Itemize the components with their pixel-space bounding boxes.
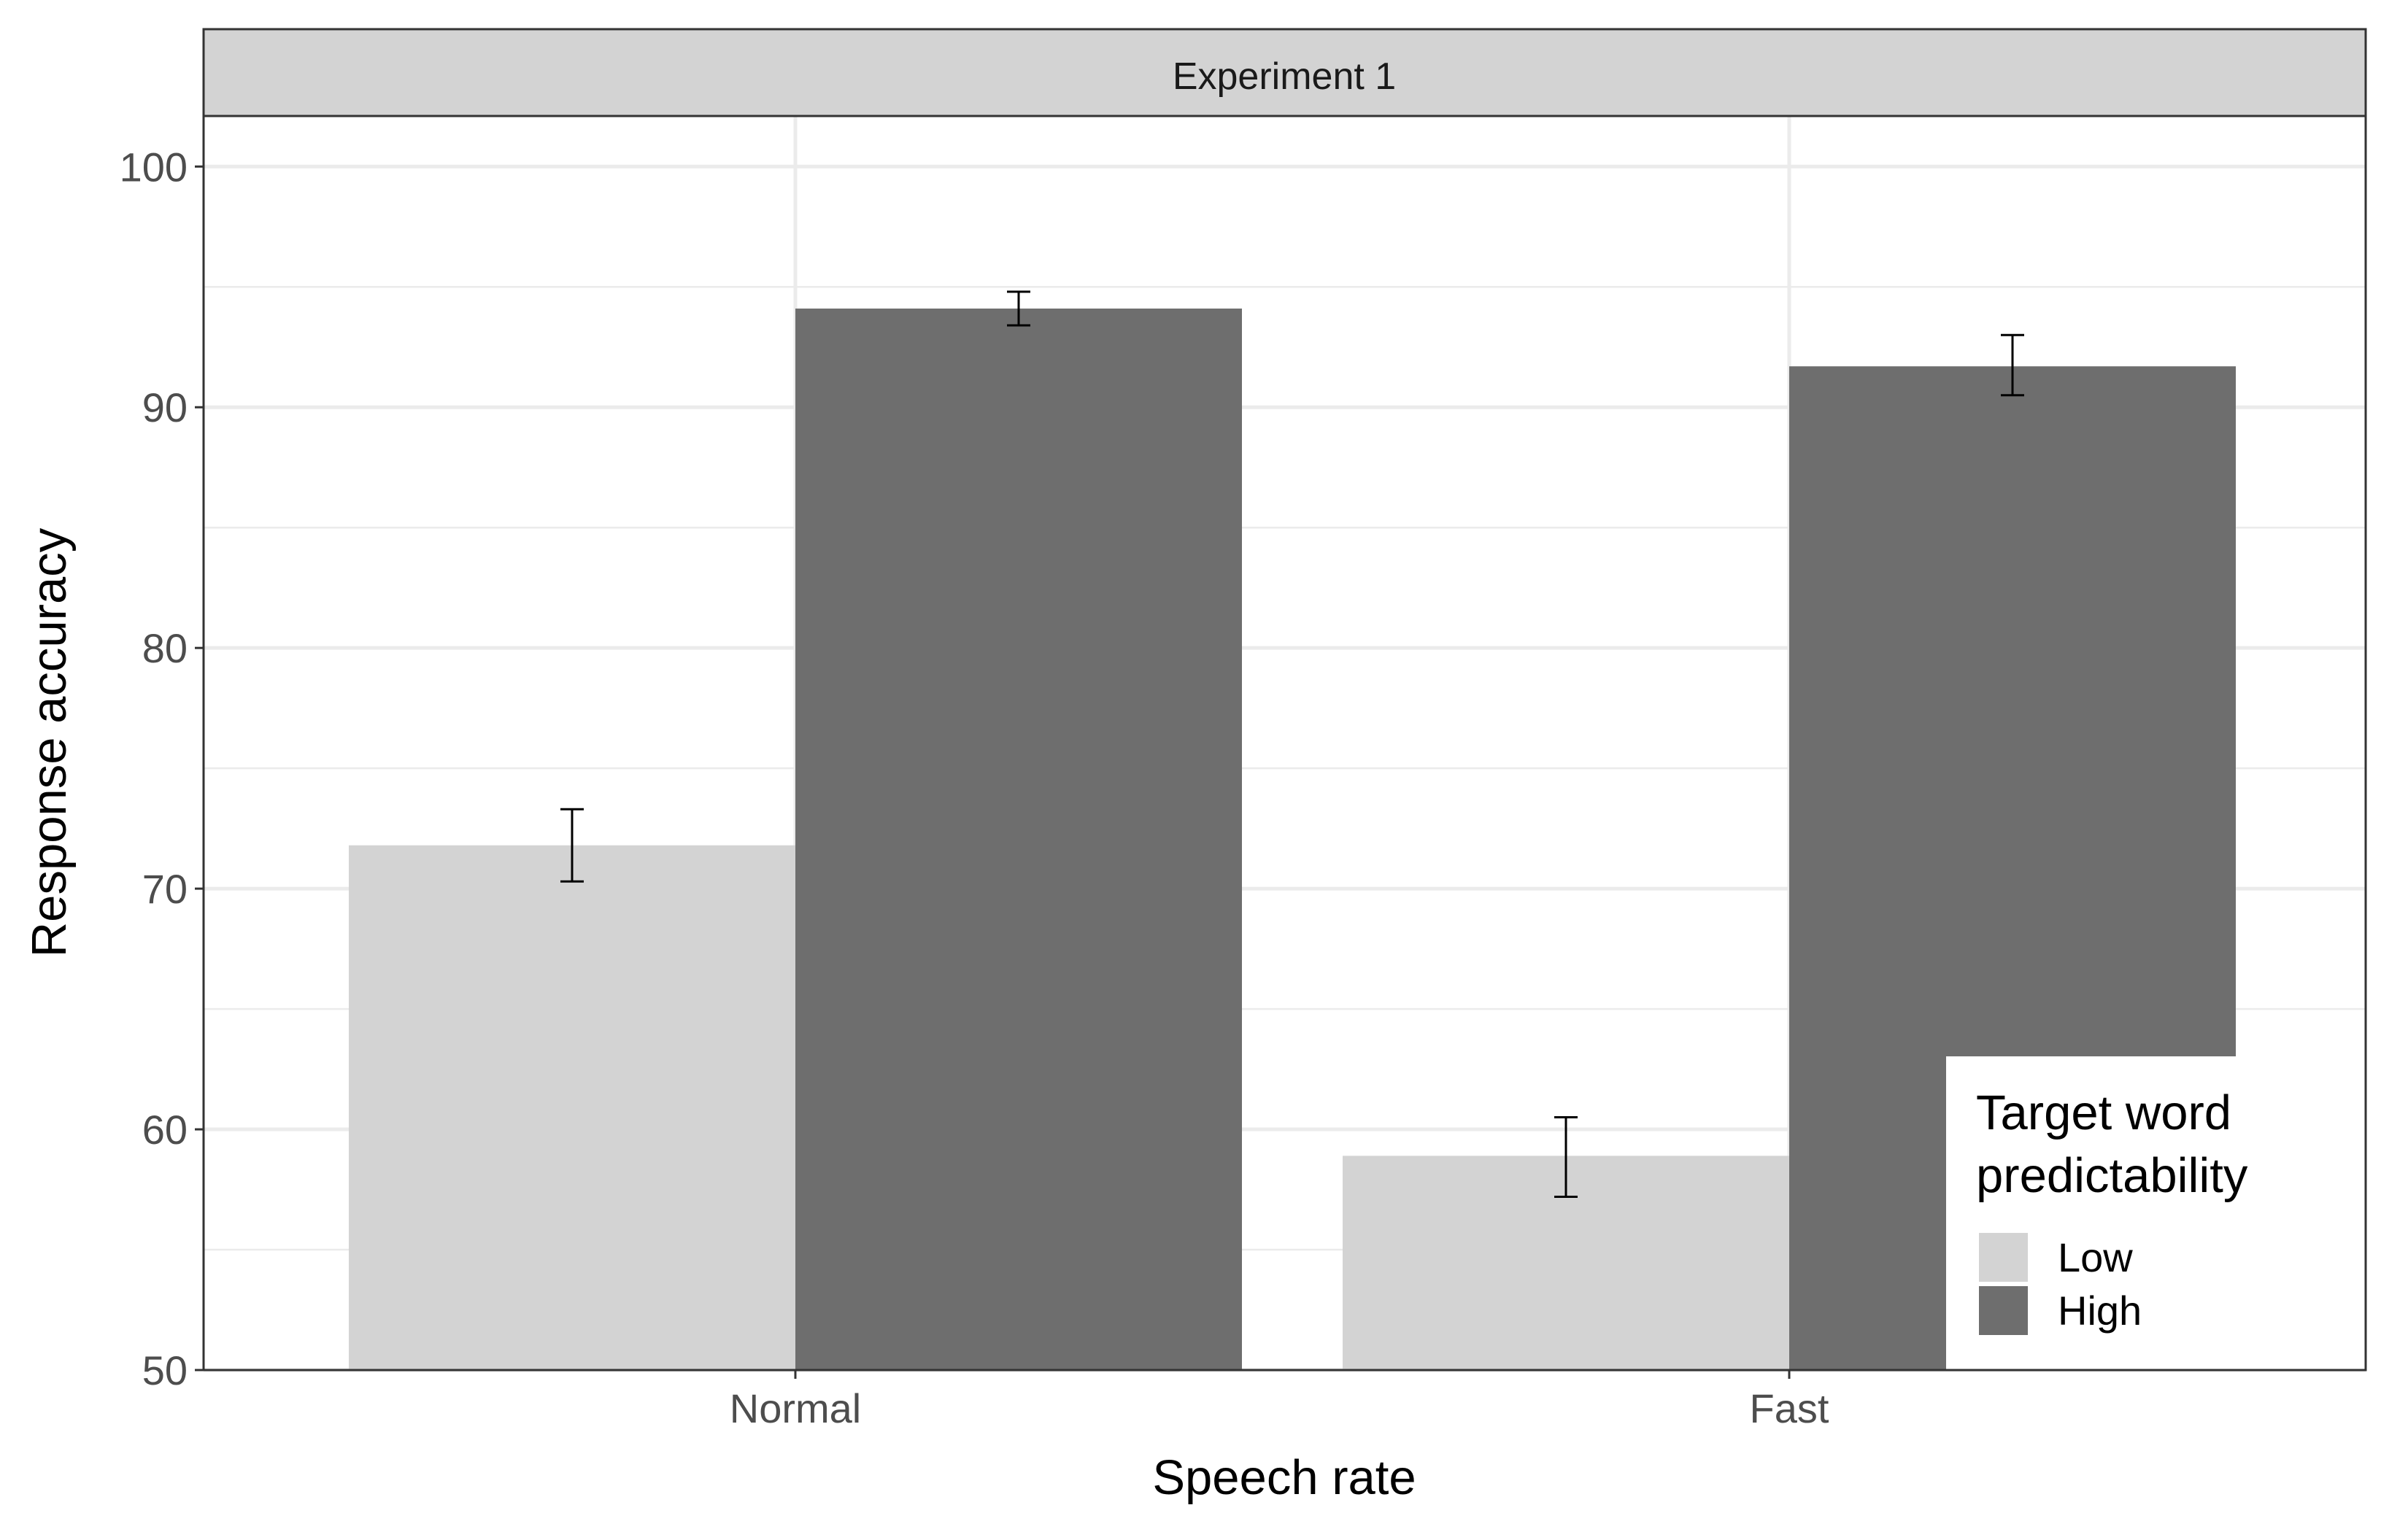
bar-high-normal (795, 308, 1242, 1370)
error-bar-high-normal (1007, 290, 1030, 327)
error-bar-low-normal (560, 808, 584, 883)
y-tick-label: 50 (142, 1347, 188, 1393)
facet-strip-label: Experiment 1 (1173, 55, 1396, 98)
y-tick-label: 90 (142, 384, 188, 430)
bars (349, 308, 2236, 1370)
facet-strip (202, 28, 2367, 117)
y-tick-label: 60 (142, 1107, 188, 1153)
error-bars (560, 290, 2024, 1198)
legend: Target word predictability Low High (1946, 1056, 2366, 1370)
legend-key-low (1979, 1233, 2028, 1282)
bar-low-normal (349, 845, 795, 1370)
legend-title-line-1: Target word (1976, 1086, 2231, 1140)
y-tick-label: 70 (142, 866, 188, 912)
legend-title-line-2: predictability (1976, 1148, 2248, 1203)
x-axis-title: Speech rate (1152, 1450, 1416, 1505)
x-tick-label-normal: Normal (730, 1385, 861, 1431)
error-bar-low-fast (1554, 1116, 1578, 1198)
error-bar-high-fast (2001, 333, 2024, 397)
legend-label-high: High (2058, 1288, 2142, 1334)
y-tick-label: 100 (120, 144, 188, 190)
axes: 50 60 70 80 90 100 Normal Fast (120, 144, 1829, 1431)
legend-key-high (1979, 1286, 2028, 1335)
y-tick-label: 80 (142, 625, 188, 671)
legend-label-low: Low (2058, 1234, 2133, 1280)
x-tick-label-fast: Fast (1750, 1385, 1829, 1431)
y-axis-title: Response accuracy (22, 527, 77, 957)
